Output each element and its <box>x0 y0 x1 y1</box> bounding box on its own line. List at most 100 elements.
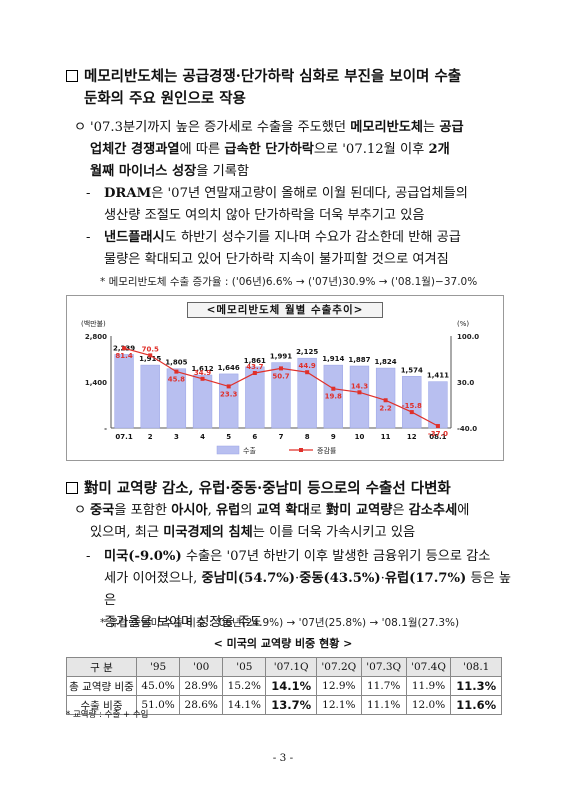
table-header-cell: '95 <box>135 657 181 677</box>
table-cell: 13.7% <box>265 695 317 715</box>
y2-axis-label: (%) <box>457 320 469 328</box>
section1-para2: - DRAM은 '07년 연말재고량이 올해로 이월 된데다, 공급업체들의 생… <box>86 183 516 227</box>
table-cell: 11.6% <box>450 695 502 715</box>
table-cell: 15.2% <box>222 676 267 696</box>
dash-bullet: - <box>86 186 91 201</box>
table-cell: 11.3% <box>450 676 502 696</box>
x-tick-label: 08.1 <box>429 433 446 441</box>
x-tick-label: 7 <box>279 433 284 441</box>
x-tick-label: 9 <box>331 433 336 441</box>
bar <box>271 362 291 429</box>
line-point <box>148 353 153 358</box>
line-value-label: -37.0 <box>428 430 448 438</box>
chart-svg: (백만불)(%)2,8001,400-100.030.0-40.02,23907… <box>81 319 479 455</box>
bar <box>192 374 213 429</box>
x-tick-label: 11 <box>381 433 391 441</box>
x-tick-label: 5 <box>226 433 231 441</box>
bar <box>219 373 239 429</box>
bar-value-label: 1,612 <box>191 365 213 373</box>
table-cell: 12.1% <box>315 695 362 715</box>
x-tick-label: 2 <box>148 433 153 441</box>
y2-tick-label: 100.0 <box>457 333 479 341</box>
table-header-cell: '00 <box>179 657 224 677</box>
line-point <box>279 366 283 371</box>
line-point <box>383 398 388 403</box>
line-value-label: 2.2 <box>379 404 392 412</box>
bar-value-label: 1,861 <box>244 357 266 365</box>
x-tick-label: 6 <box>252 433 257 441</box>
table-header-cell: '07.1Q <box>265 657 317 677</box>
checkbox-square-icon <box>66 482 78 494</box>
line-point <box>252 370 257 375</box>
table-row-label: 총 교역량 비중 <box>66 676 137 696</box>
line-value-label: 50.7 <box>272 372 289 380</box>
section2-para1: ㅇ 중국을 포함한 아시아, 유럽의 교역 확대로 對미 교역량은 감소추세에 … <box>66 500 516 544</box>
y-tick-label: 1,400 <box>85 379 107 387</box>
table-cell: 14.1% <box>222 695 267 715</box>
section1-heading-line1: 메모리반도체는 공급경쟁·단가하락 심화로 부진을 보이며 수출 <box>66 66 516 88</box>
bar <box>166 368 187 429</box>
bullet-circle-icon: ㅇ <box>74 503 87 518</box>
section2-heading: 對미 교역량 감소, 유럽·중동·중남미 등으로의 수출선 다변화 <box>66 478 516 500</box>
table-cell: 14.1% <box>265 676 317 696</box>
chart-title: <메모리반도체 월별 수출추이> <box>187 302 383 318</box>
x-tick-label: 3 <box>174 433 179 441</box>
bullet-circle-icon: ㅇ <box>74 120 87 135</box>
table-cell: 11.9% <box>405 676 452 696</box>
table-cell: 28.9% <box>179 676 224 696</box>
legend-line-label: 증감률 <box>317 447 337 455</box>
table-cell: 11.7% <box>360 676 407 696</box>
x-tick-label: 10 <box>355 433 365 441</box>
line-value-label: 14.3 <box>351 382 368 390</box>
table-header-cell: '05 <box>222 657 267 677</box>
line-value-label: 23.3 <box>220 390 237 398</box>
table-header-cell: '08.1 <box>450 657 502 677</box>
table-header-cell: '07.2Q <box>315 657 362 677</box>
line-point <box>305 370 310 375</box>
line-value-label: -15.8 <box>402 402 422 410</box>
x-tick-label: 07.1 <box>115 433 132 441</box>
line-point <box>226 384 231 389</box>
table-header-cell: '07.4Q <box>405 657 452 677</box>
checkbox-square-icon <box>66 70 78 82</box>
line-value-label: 45.8 <box>168 376 185 384</box>
line-value-label: 19.8 <box>325 393 342 401</box>
line-point <box>357 390 362 395</box>
line-point <box>174 369 179 374</box>
line-point <box>200 376 205 381</box>
bar-value-label: 1,824 <box>375 358 397 366</box>
bar-value-label: 1,574 <box>401 366 423 374</box>
line-point <box>122 346 127 351</box>
section2-para2: - 미국(-9.0%) 수출은 '07년 하반기 이후 발생한 금융위기 등으로… <box>86 546 516 634</box>
section1-heading: 메모리반도체는 공급경쟁·단가하락 심화로 부진을 보이며 수출 둔화의 주요 … <box>66 66 516 110</box>
bar <box>245 366 265 429</box>
us-trade-share-table: 구 분 '95'00'05'07.1Q '07.2Q '07.3Q '07.4Q '08.… <box>66 657 502 715</box>
line-point <box>331 386 336 391</box>
legend-bar-swatch <box>216 445 240 455</box>
bar <box>375 367 396 429</box>
section2-note: * 유럽·중남미 수출 비중 : '06년(24.9%) → '07년(25.8… <box>100 617 460 629</box>
bar-value-label: 1,915 <box>139 355 161 363</box>
table-cell: 11.1% <box>360 695 407 715</box>
table-row: 총 교역량 비중 45.0% 28.9% 15.2% 14.1% 12.9% 11.7% 11… <box>66 676 502 696</box>
table-footnote: * 교역량 : 수출 + 수입 <box>66 710 149 720</box>
legend-bar-label: 수출 <box>243 446 256 455</box>
bar-value-label: 2,125 <box>296 348 318 356</box>
line-point <box>409 410 414 415</box>
bar <box>140 364 160 429</box>
para1-line2: 업체간 경쟁과열에 따른 급속한 단가하락으로 '07.12월 이후 2개 <box>90 142 450 157</box>
line-value-label: 81.4 <box>115 352 132 360</box>
section1-para3: - 낸드플래시도 하반기 성수기를 지나며 수요가 감소한데 반해 공급 물량은… <box>86 227 516 271</box>
para1-line1: '07.3분기까지 높은 증가세로 수출을 주도했던 메모리반도체는 공급 <box>90 120 464 135</box>
dash-bullet: - <box>86 230 91 245</box>
bar <box>114 354 134 429</box>
bar-value-label: 1,646 <box>218 364 240 372</box>
line-value-label: 43.7 <box>246 363 263 371</box>
bar <box>323 364 343 429</box>
page-number: - 3 - <box>272 752 294 764</box>
table-cell: 28.6% <box>179 695 224 715</box>
table-title: < 미국의 교역량 비중 현황 > <box>213 637 353 650</box>
table-cell: 12.0% <box>405 695 452 715</box>
bar-value-label: 1,805 <box>165 359 187 367</box>
bar-value-label: 1,887 <box>348 356 370 364</box>
